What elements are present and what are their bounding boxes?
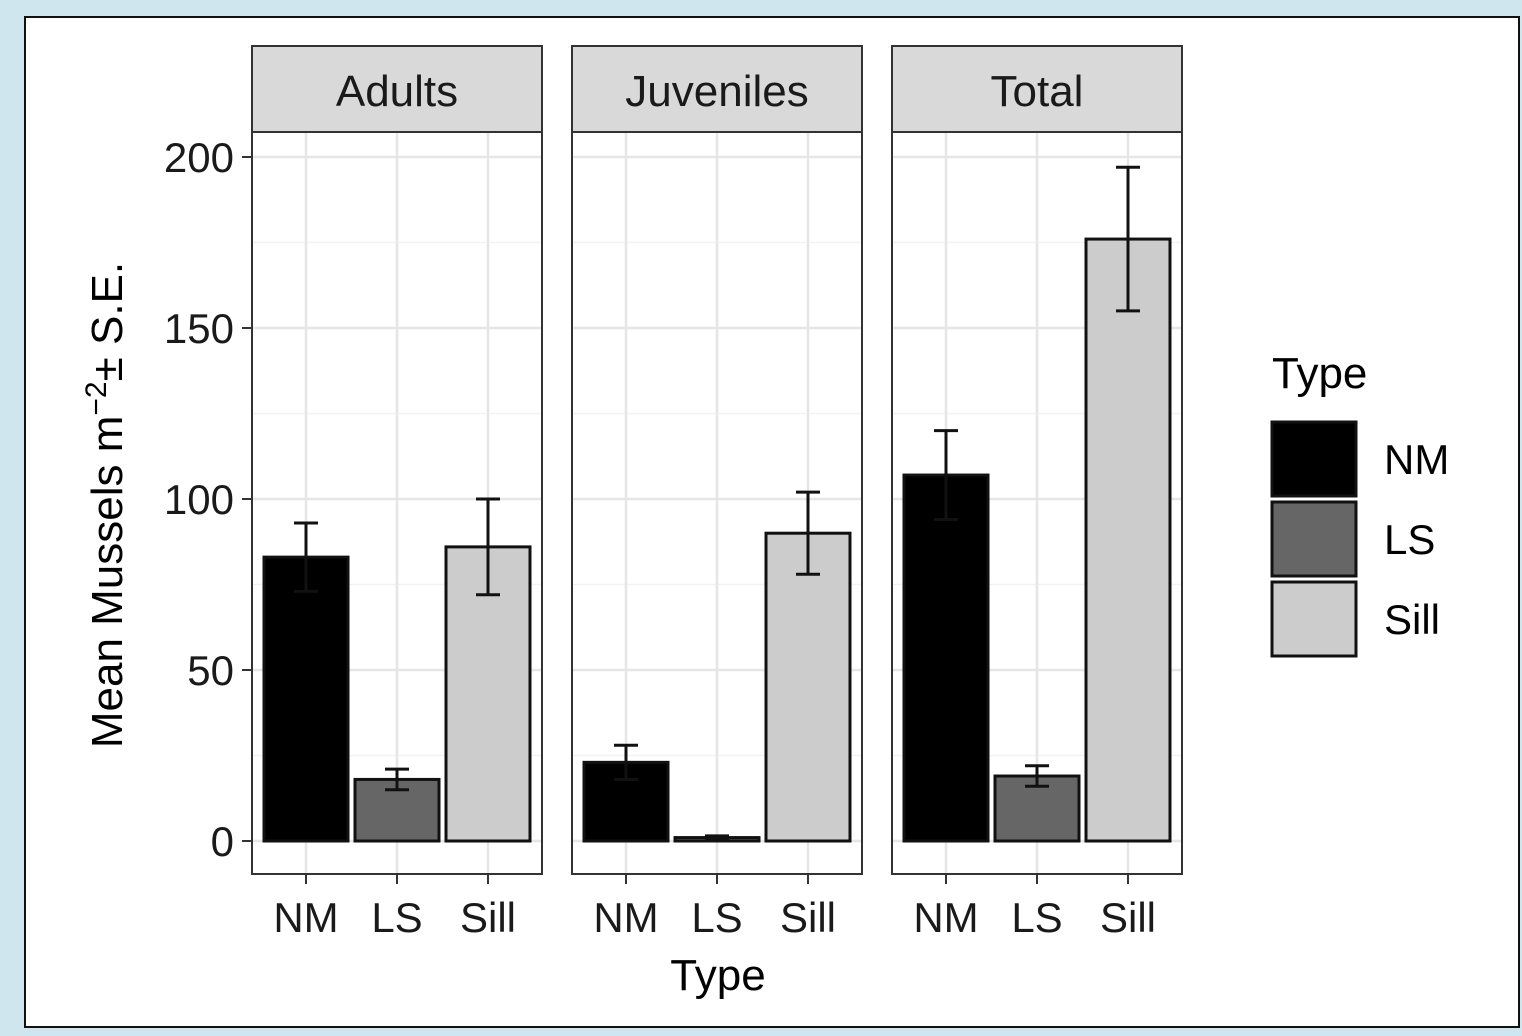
legend-key-ls [1270,500,1358,578]
error-bar-total-nm [934,429,958,522]
legend-label-ls: LS [1384,516,1435,563]
bar-total-nm [902,473,990,843]
y-axis-title-main: Mean Mussels m [83,416,132,749]
y-tick-label: 100 [164,476,234,523]
x-tick-label: NM [273,894,338,941]
facet-strip [251,45,543,133]
x-tick-label: LS [1011,894,1062,941]
legend-label-sill: Sill [1384,596,1440,643]
legend-label-nm: NM [1384,436,1449,483]
x-tick-label: Sill [1100,894,1156,941]
y-axis-title: Mean Mussels m−2± S.E. [80,262,132,748]
y-tick-label: 200 [164,134,234,181]
x-axis-title: Type [670,951,765,1000]
bar-adults-nm [262,555,350,843]
facet-panel-juveniles: Juveniles NM LS Sill [571,45,863,941]
error-bar-adults-sill [476,497,500,597]
error-bar-juveniles-nm [614,743,638,781]
facet-panels: Adults NM LS Sill Juveniles NM LS Sill Total NM LS… [251,45,1183,941]
x-tick-label: LS [691,894,742,941]
error-bar-adults-nm [294,521,318,593]
facet-strip-label: Total [991,67,1084,116]
facet-strip-label: Juveniles [625,67,808,116]
facet-panel-total: Total NM LS Sill [891,45,1183,941]
error-bar-adults-ls [385,767,409,792]
bar-total-sill [1084,237,1172,843]
legend-key-sill [1270,580,1358,658]
x-tick-label: NM [593,894,658,941]
x-tick-label: NM [913,894,978,941]
x-tick-label: Sill [460,894,516,941]
y-axis-title-tail: ± S.E. [83,262,132,382]
figure-frame: Adults NM LS Sill Juveniles NM LS Sill Total NM LS… [24,16,1520,1028]
facet-strip-label: Adults [336,67,458,116]
bar-juveniles-sill [764,531,852,843]
error-bar-total-ls [1025,764,1049,788]
facet-strip [891,45,1183,133]
error-bar-juveniles-sill [796,490,820,576]
x-tick-label: Sill [780,894,836,941]
y-axis: 0 50 100 150 200 [164,134,252,865]
legend-title: Type [1272,349,1367,398]
y-axis-title-superscript: −2 [80,381,113,415]
y-tick-label: 50 [187,647,234,694]
error-bar-juveniles-ls [705,834,729,841]
y-tick-label: 150 [164,305,234,352]
facet-panel-adults: Adults NM LS Sill [251,45,543,941]
faceted-bar-chart: Adults NM LS Sill Juveniles NM LS Sill Total NM LS… [80,45,1449,1000]
legend-key-nm [1270,420,1358,498]
x-tick-label: LS [371,894,422,941]
legend: Type NM LS Sill [1270,349,1449,658]
error-bar-total-sill [1116,165,1140,313]
facet-strip [571,45,863,133]
y-tick-label: 0 [211,818,234,865]
